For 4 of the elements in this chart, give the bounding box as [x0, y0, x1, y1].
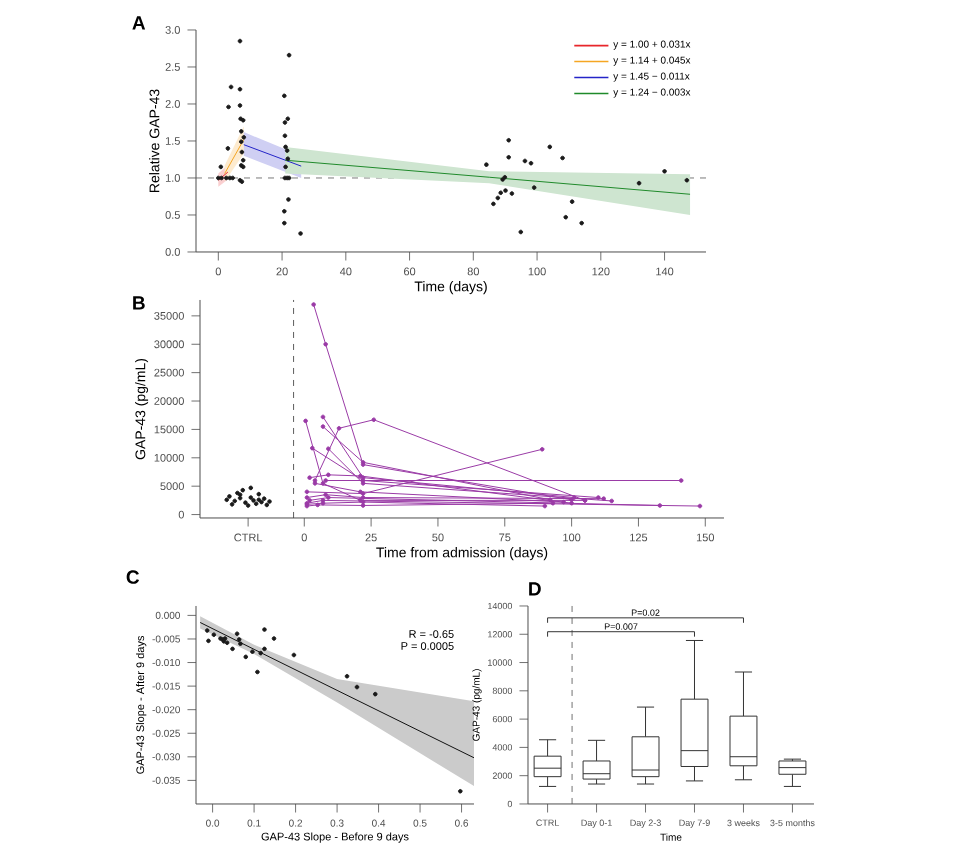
chart-title: B: [133, 296, 145, 310]
chart-title: D: [529, 582, 541, 596]
chart-title: C: [126, 570, 140, 584]
chart-title: A: [132, 16, 146, 30]
